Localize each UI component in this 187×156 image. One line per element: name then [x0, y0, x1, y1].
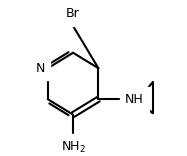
Text: Br: Br	[66, 7, 80, 20]
Text: NH$_2$: NH$_2$	[61, 140, 86, 155]
Text: NH: NH	[125, 93, 144, 106]
Text: N: N	[35, 62, 45, 75]
